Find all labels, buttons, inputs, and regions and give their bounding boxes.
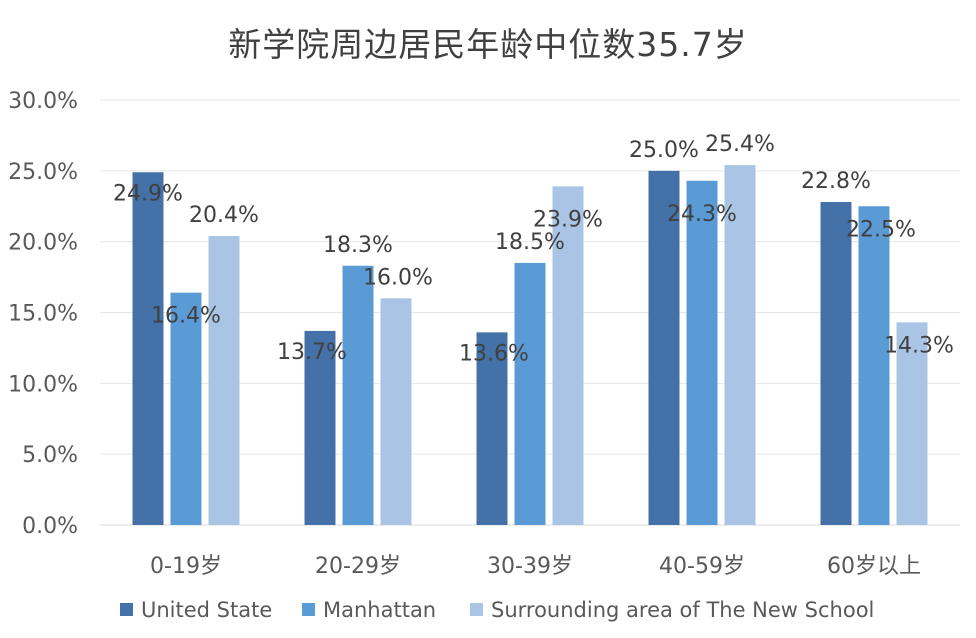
data-label: 25.4% xyxy=(705,132,775,157)
legend-label: United State xyxy=(141,598,272,622)
y-tick-label: 10.0% xyxy=(8,372,78,397)
bar xyxy=(380,298,412,525)
legend-swatch xyxy=(470,603,483,616)
data-label: 22.5% xyxy=(846,217,916,242)
legend-label: Manhattan xyxy=(323,598,436,622)
data-label: 16.0% xyxy=(363,265,433,290)
data-label: 24.3% xyxy=(667,202,737,227)
bar xyxy=(304,330,336,525)
bars xyxy=(132,165,928,526)
legend-swatch xyxy=(120,603,133,616)
y-tick-label: 30.0% xyxy=(8,89,78,114)
chart-title: 新学院周边居民年龄中位数35.7岁 xyxy=(228,25,748,64)
bar xyxy=(724,165,756,525)
x-axis-ticks: 0-19岁 20-29岁 30-39岁 40-59岁 60岁以上 xyxy=(150,554,921,579)
legend-label: Surrounding area of The New School xyxy=(491,598,874,622)
bar xyxy=(132,172,164,525)
x-tick-label: 30-39岁 xyxy=(487,554,573,579)
bar xyxy=(686,180,718,525)
bar xyxy=(170,292,202,525)
y-tick-label: 0.0% xyxy=(22,514,78,539)
y-axis-ticks: 0.0% 5.0% 10.0% 15.0% 20.0% 25.0% 30.0% xyxy=(8,89,78,539)
data-label: 25.0% xyxy=(629,138,699,163)
bar xyxy=(208,236,240,525)
bar xyxy=(896,322,928,525)
data-label: 23.9% xyxy=(533,207,603,232)
legend-swatch xyxy=(302,603,315,616)
x-tick-label: 40-59岁 xyxy=(659,554,745,579)
bar xyxy=(476,332,508,525)
bar xyxy=(820,202,852,525)
x-tick-label: 60岁以上 xyxy=(827,554,921,579)
bar xyxy=(648,170,680,526)
x-tick-label: 0-19岁 xyxy=(150,554,222,579)
data-label: 16.4% xyxy=(151,304,221,329)
data-label: 13.7% xyxy=(277,340,347,365)
data-label: 18.3% xyxy=(323,233,393,258)
data-label: 20.4% xyxy=(189,203,259,228)
y-tick-label: 15.0% xyxy=(8,302,78,327)
legend: United State Manhattan Surrounding area of… xyxy=(120,598,874,622)
bar xyxy=(552,186,584,525)
data-label: 24.9% xyxy=(113,181,183,206)
bar xyxy=(514,262,546,525)
bar xyxy=(858,206,890,525)
bar xyxy=(342,265,374,525)
data-label: 13.6% xyxy=(459,341,529,366)
y-tick-label: 20.0% xyxy=(8,231,78,256)
data-label: 14.3% xyxy=(884,333,954,358)
data-labels: 24.9% 16.4% 20.4% 13.7% 18.3% 16.0% 13.6% 18.5%… xyxy=(113,132,954,366)
data-label: 22.8% xyxy=(801,169,871,194)
data-label: 18.5% xyxy=(495,230,565,255)
x-tick-label: 20-29岁 xyxy=(315,554,401,579)
y-tick-label: 5.0% xyxy=(22,443,78,468)
y-tick-label: 25.0% xyxy=(8,160,78,185)
